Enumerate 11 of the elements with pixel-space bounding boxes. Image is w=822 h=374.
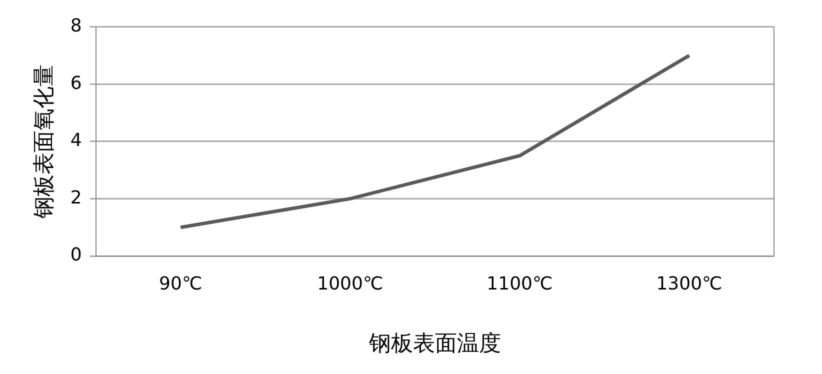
x-tick-label: 1000℃ — [317, 273, 384, 294]
x-axis-title: 钢板表面温度 — [368, 332, 501, 357]
y-axis-title: 钢板表面氧化量 — [32, 64, 57, 220]
y-tick-label: 0 — [70, 244, 82, 266]
y-tick-label: 8 — [70, 15, 82, 36]
y-tick-label: 6 — [70, 72, 82, 94]
y-tick-label: 4 — [70, 130, 82, 152]
y-tick-label: 2 — [70, 187, 82, 208]
x-tick-label: 90℃ — [159, 273, 202, 294]
x-tick-label: 1300℃ — [656, 273, 722, 294]
x-tick-label: 1100℃ — [486, 273, 553, 294]
